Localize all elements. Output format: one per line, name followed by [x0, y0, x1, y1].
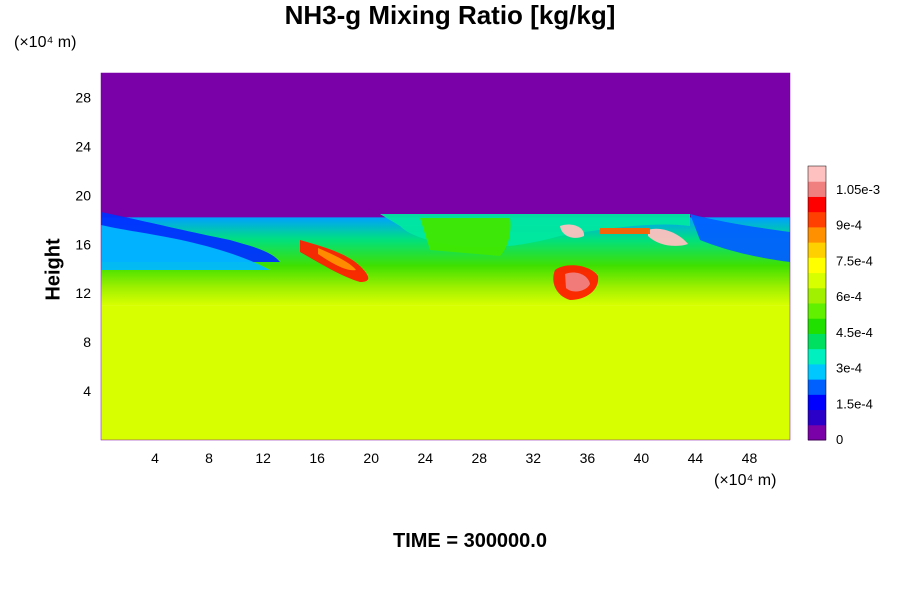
plot-frame — [100, 72, 791, 441]
colorbar-swatch — [808, 272, 826, 289]
y-tick-label: 28 — [75, 89, 91, 105]
y-tick-label: 8 — [83, 334, 91, 350]
cloud-feature-11 — [600, 228, 650, 234]
y-unit-label: (×10⁴ m) — [14, 34, 77, 51]
colorbar-tick-label: 1.05e-3 — [836, 182, 880, 197]
colorbar-swatch — [808, 363, 826, 380]
x-tick-label: 16 — [309, 450, 325, 466]
cloud-feature-1 — [101, 225, 270, 270]
cloud-feature-8 — [565, 272, 590, 292]
colorbar-swatch — [808, 333, 826, 350]
colorbar-swatch — [808, 287, 826, 304]
x-tick-label: 4 — [151, 450, 159, 466]
cloud-feature-10 — [648, 228, 688, 246]
colorbar-tick-label: 3e-4 — [836, 361, 862, 376]
x-tick-label: 48 — [742, 450, 758, 466]
x-tick-label: 20 — [363, 450, 379, 466]
x-tick-label: 28 — [471, 450, 487, 466]
x-unit-label: (×10⁴ m) — [714, 472, 777, 489]
y-tick-label: 4 — [83, 383, 91, 399]
cloud-feature-6 — [318, 248, 356, 271]
colorbar-swatch — [808, 379, 826, 395]
cloud-feature-3 — [690, 214, 790, 262]
colorbar: 0 1.5e-4 3e-4 4.5e-4 6e-4 7.5e-4 9e-4 1.05e-3 — [807, 165, 880, 447]
chart-title: NH3-g Mixing Ratio [kg/kg] — [284, 0, 616, 30]
colorbar-tick-label: 4.5e-4 — [836, 325, 873, 340]
colorbar-swatch — [808, 348, 826, 365]
colorbar-swatch — [808, 257, 826, 274]
heatmap-plot-area — [100, 72, 791, 441]
y-tick-label: 20 — [75, 187, 91, 203]
colorbar-swatch — [808, 303, 826, 319]
colorbar-swatch — [808, 394, 826, 411]
colorbar-swatch — [808, 409, 826, 426]
y-tick-label: 12 — [75, 285, 91, 301]
colorbar-tick-label: 9e-4 — [836, 218, 862, 233]
colorbar-swatch — [808, 166, 826, 182]
x-tick-label: 8 — [205, 450, 213, 466]
x-tick-label: 32 — [526, 450, 542, 466]
colorbar-tick-label: 1.5e-4 — [836, 396, 873, 411]
colorbar-swatch — [808, 196, 826, 213]
colorbar-swatch — [808, 242, 826, 258]
time-label: TIME = 300000.0 — [393, 530, 547, 552]
colorbar-swatch — [808, 424, 826, 441]
y-tick-label: 16 — [75, 236, 91, 252]
colorbar-swatch — [808, 226, 826, 243]
x-tick-label: 44 — [688, 450, 704, 466]
x-tick-label: 36 — [580, 450, 596, 466]
y-tick-label: 24 — [75, 138, 91, 154]
x-tick-label: 12 — [255, 450, 271, 466]
cloud-feature-9 — [560, 224, 585, 238]
x-tick-label: 24 — [417, 450, 433, 466]
layer-upper — [101, 73, 790, 220]
layer-lower — [101, 305, 790, 440]
x-tick-label: 40 — [634, 450, 650, 466]
colorbar-tick-label: 6e-4 — [836, 289, 862, 304]
colorbar-frame — [807, 165, 827, 441]
colorbar-swatch — [808, 318, 826, 334]
cloud-feature-4 — [420, 218, 511, 256]
colorbar-tick-label: 0 — [836, 432, 843, 447]
colorbar-swatch — [808, 181, 826, 197]
colorbar-swatch — [808, 211, 826, 228]
colorbar-tick-label: 7.5e-4 — [836, 253, 873, 268]
